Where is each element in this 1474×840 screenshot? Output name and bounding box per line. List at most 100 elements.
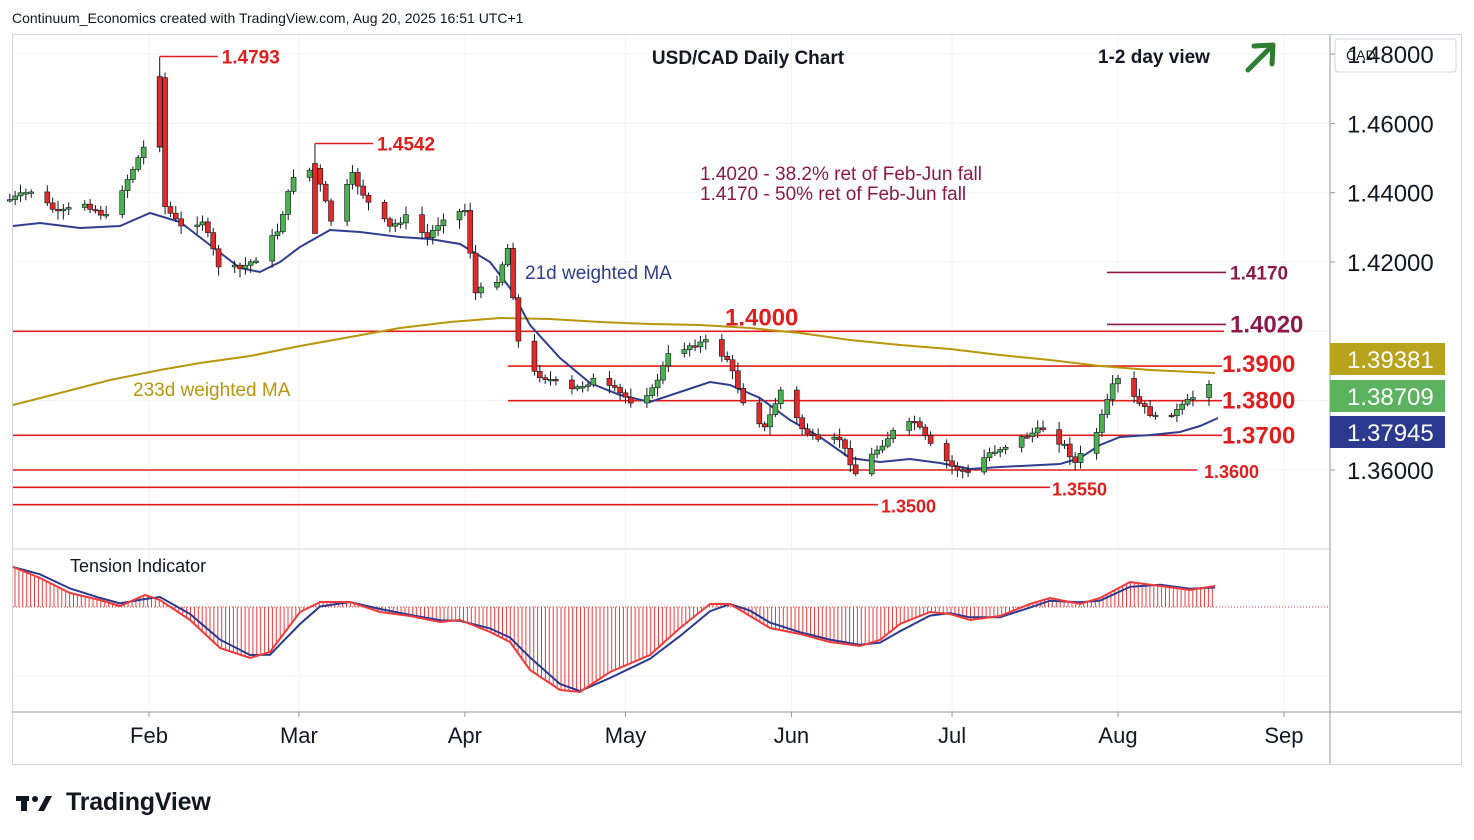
retracement-label: 1.4170 [1230, 263, 1288, 284]
y-tick-label: 1.36000 [1347, 458, 1434, 485]
candle-body [1184, 399, 1191, 405]
level-label: 1.3700 [1222, 422, 1295, 449]
candle-body [874, 449, 880, 455]
candle-body [927, 435, 934, 444]
candle-body [1077, 452, 1084, 463]
candle-body [312, 163, 318, 234]
x-tick-label: Jul [938, 723, 966, 748]
candle-body [494, 282, 500, 288]
candle-body [322, 183, 329, 202]
candle-body [504, 248, 511, 266]
view-label: 1-2 day view [1098, 47, 1210, 68]
tradingview-logo-icon [16, 795, 52, 811]
x-tick-label: Aug [1098, 723, 1137, 748]
candle-body [579, 386, 586, 389]
candle-body [702, 339, 709, 343]
candle-body [1034, 427, 1041, 434]
candle-body [81, 203, 88, 208]
y-tick-label: 1.42000 [1347, 250, 1434, 277]
candle-body [178, 218, 184, 227]
candle-body [644, 395, 650, 404]
tradingview-brand[interactable]: TradingView [16, 788, 211, 817]
currency-label: CAD [1346, 47, 1376, 63]
candle-body [767, 414, 773, 428]
candle-body [119, 190, 126, 215]
candle-body [949, 460, 955, 467]
x-tick-label: May [605, 723, 647, 748]
candle-body [328, 200, 334, 222]
candle-body [756, 402, 763, 425]
note-line: 1.4020 - 38.2% ret of Feb-Jun fall [700, 164, 982, 185]
arrow-head [1251, 42, 1276, 67]
candle-body [194, 224, 200, 227]
candle-body [569, 379, 575, 390]
candle-body [692, 345, 698, 348]
candle-body [724, 355, 730, 361]
candle-body [456, 211, 463, 221]
candle-body [622, 392, 629, 398]
candle-body [124, 179, 131, 191]
candle-body [585, 384, 591, 387]
level-label: 1.3600 [1204, 462, 1259, 482]
candle-body [1056, 429, 1062, 445]
candle-body [879, 445, 886, 451]
level-label: 1.3550 [1052, 479, 1107, 499]
indicator-main-line [12, 566, 1216, 694]
candle-body [740, 388, 747, 404]
candle-body [23, 192, 29, 195]
arrow-up-right-icon [1245, 42, 1276, 73]
candle-body [852, 464, 859, 475]
candle-body [542, 377, 548, 380]
candle-body [1136, 396, 1143, 404]
candle-body [992, 451, 998, 454]
candle-body [799, 417, 805, 430]
chart-attribution: Continuum_Economics created with Trading… [12, 10, 524, 26]
candle-body [1018, 436, 1025, 448]
candle-body [772, 403, 779, 416]
candle-body [606, 377, 613, 386]
candle-body [17, 192, 24, 197]
candle-body [611, 385, 618, 388]
candlestick-series [7, 56, 1212, 479]
candle-body [981, 457, 987, 473]
note-line: 1.4170 - 50% ret of Feb-Jun fall [700, 184, 966, 205]
candle-body [1072, 456, 1078, 463]
candle-body [1152, 414, 1159, 417]
chart-title: USD/CAD Daily Chart [652, 48, 845, 69]
x-tick-label: Jun [774, 723, 809, 748]
candle-body [467, 210, 474, 254]
candle-body [140, 146, 147, 159]
candle-body [231, 264, 238, 268]
candle-body [172, 212, 179, 220]
candle-body [654, 379, 661, 389]
candle-body [65, 207, 72, 210]
candle-body [381, 201, 388, 220]
candle-body [1040, 427, 1046, 430]
candle-body [44, 191, 51, 204]
candle-body [965, 470, 971, 473]
candle-body [1131, 378, 1137, 397]
candle-body [681, 349, 688, 354]
candle-body [836, 436, 843, 441]
candle-body [199, 221, 206, 226]
candle-body [306, 169, 313, 178]
candle-body [290, 177, 297, 192]
candle-body [12, 195, 18, 200]
candle-body [1179, 403, 1186, 410]
candle-body [1206, 384, 1212, 398]
candle-body [922, 426, 929, 436]
candle-body [269, 235, 275, 262]
candle-body [1168, 414, 1175, 417]
candle-body [1067, 443, 1073, 458]
candle-body [1109, 383, 1116, 400]
indicator-title: Tension Indicator [70, 556, 206, 576]
indicator-signal-line [12, 566, 1216, 693]
ma-233d-label: 233d weighted MA [133, 380, 291, 401]
price-badge [1330, 416, 1445, 448]
candle-body [499, 264, 506, 283]
candle-body [917, 421, 923, 428]
candle-body [360, 185, 366, 196]
candle-body [515, 297, 522, 342]
